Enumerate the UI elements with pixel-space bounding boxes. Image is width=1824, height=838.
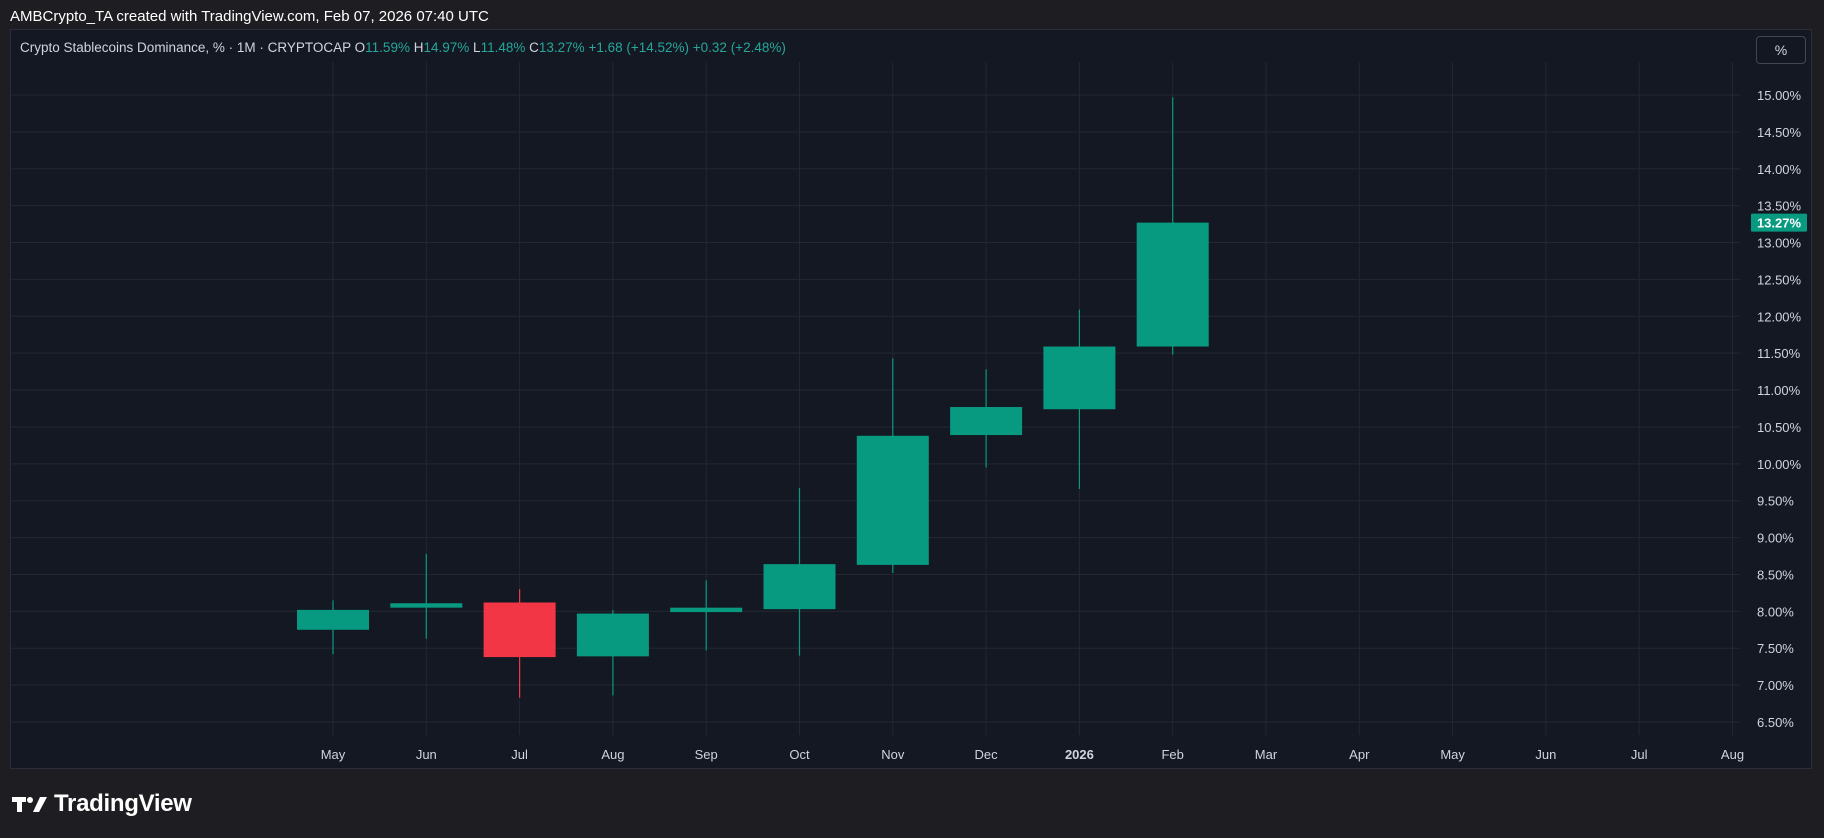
open-label: O <box>354 40 366 55</box>
x-tick-label: 2026 <box>1065 747 1094 762</box>
y-tick-label: 12.00% <box>1757 309 1802 324</box>
grid-lines <box>11 62 1740 735</box>
candle-body <box>483 602 556 658</box>
x-tick-label: Jul <box>511 747 528 762</box>
brand-name: TradingView <box>54 790 192 817</box>
last-price-label: 13.27% <box>1757 216 1802 231</box>
candle-body <box>297 609 369 630</box>
x-axis: May Jun Jul Aug Sep Oct Nov Dec 2026 Feb Mar Apr May… <box>321 747 1744 762</box>
x-tick-label: Feb <box>1161 747 1183 762</box>
low-label: L <box>473 40 481 55</box>
y-tick-label: 6.50% <box>1757 715 1794 730</box>
y-axis: 6.50% 7.00% 7.50% 8.00% 8.50% 9.00% 9.50% 10.00… <box>1757 88 1802 730</box>
y-tick-label: 9.00% <box>1757 531 1794 546</box>
symbol-name[interactable]: Crypto Stablecoins Dominance, % · 1M · C… <box>20 40 351 55</box>
candle-body <box>1136 222 1209 347</box>
y-tick-label: 12.50% <box>1757 272 1802 287</box>
high-value: 14.97% <box>423 40 470 55</box>
x-tick-label: May <box>1440 747 1465 762</box>
y-tick-label: 11.50% <box>1757 346 1801 361</box>
y-tick-label: 11.00% <box>1757 383 1801 398</box>
candle-body <box>763 564 836 610</box>
high-label: H <box>413 40 424 55</box>
y-tick-label: 8.00% <box>1757 604 1794 619</box>
y-tick-label: 7.50% <box>1757 641 1794 656</box>
y-tick-label: 14.50% <box>1757 125 1802 140</box>
y-tick-label: 15.00% <box>1757 88 1802 103</box>
change2-value: +0.32 (+2.48%) <box>692 40 786 55</box>
open-value: 11.59% <box>365 40 410 55</box>
candle-body <box>576 613 649 657</box>
candle-body <box>950 407 1023 436</box>
x-tick-label: Jun <box>1535 747 1556 762</box>
x-tick-label: Oct <box>789 747 810 762</box>
x-tick-label: Apr <box>1349 747 1370 762</box>
low-value: 11.48% <box>480 40 526 55</box>
x-tick-label: Mar <box>1255 747 1278 762</box>
change-value: +1.68 (+14.52%) <box>588 40 690 55</box>
y-tick-label: 10.50% <box>1757 420 1802 435</box>
chart-panel[interactable] <box>10 29 1812 769</box>
x-tick-label: Nov <box>881 747 905 762</box>
candle-body <box>670 607 743 613</box>
percent-scale-button[interactable]: % <box>1756 36 1806 64</box>
x-tick-label: Aug <box>601 747 624 762</box>
y-tick-label: 9.50% <box>1757 494 1794 509</box>
candle-body <box>1043 346 1116 410</box>
x-tick-label: Aug <box>1721 747 1744 762</box>
candle-body <box>390 603 463 608</box>
y-tick-label: 8.50% <box>1757 567 1794 582</box>
symbol-legend: Crypto Stablecoins Dominance, % · 1M · C… <box>20 40 786 55</box>
y-tick-label: 13.50% <box>1757 199 1802 214</box>
last-price-badge <box>1751 213 1807 232</box>
last-price-badge-group: 13.27% <box>1751 213 1807 232</box>
x-tick-label: Sep <box>695 747 718 762</box>
close-label: C <box>529 40 539 55</box>
x-tick-label: Jun <box>416 747 437 762</box>
attribution-text: AMBCrypto_TA created with TradingView.co… <box>10 8 489 25</box>
x-tick-label: Dec <box>975 747 999 762</box>
y-tick-label: 10.00% <box>1757 457 1802 472</box>
y-tick-label: 7.00% <box>1757 678 1794 693</box>
close-value: 13.27% <box>538 40 585 55</box>
y-tick-label: 14.00% <box>1757 162 1802 177</box>
tradingview-logo[interactable]: TradingView <box>12 790 192 818</box>
y-tick-label: 13.00% <box>1757 236 1802 251</box>
candles <box>297 97 1209 698</box>
candle-body <box>856 435 929 565</box>
x-tick-label: May <box>321 747 346 762</box>
tradingview-logo-icon <box>12 797 47 812</box>
x-tick-label: Jul <box>1631 747 1648 762</box>
